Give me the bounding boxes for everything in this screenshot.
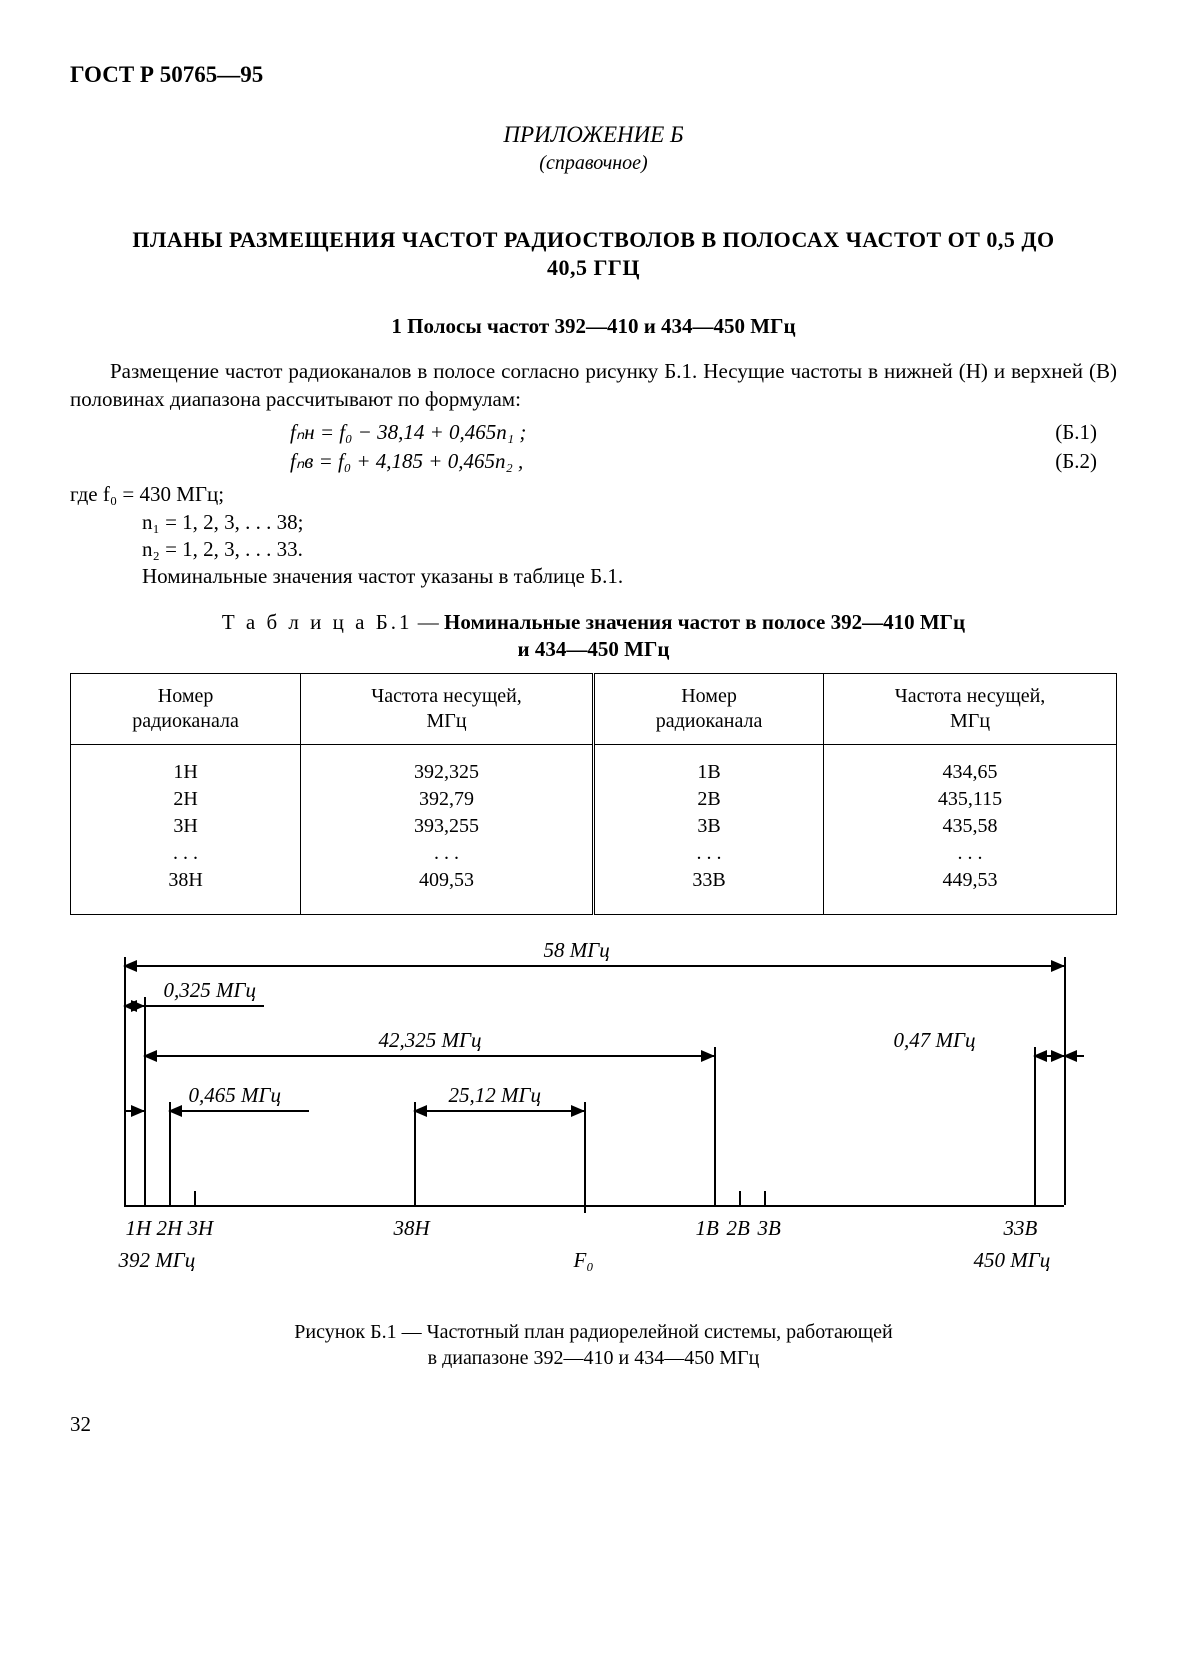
c2-v4: 409,53 bbox=[309, 867, 584, 894]
label-left-freq: 392 МГц bbox=[119, 1247, 196, 1274]
diagram-label: 58 МГц bbox=[544, 937, 610, 964]
where-line-1: где f₀ = 430 МГц; bbox=[70, 481, 1117, 508]
where-line-2: n₁ = 1, 2, 3, . . . 38; bbox=[70, 509, 1117, 536]
cell-col3: 1В 2В 3В . . . 33В bbox=[593, 745, 823, 915]
paragraph-intro: Размещение частот радиоканалов в полосе … bbox=[70, 358, 1117, 413]
c2-v3: . . . bbox=[309, 840, 584, 867]
label-0325: 0,325 МГц bbox=[164, 977, 256, 1004]
label-0465: 0,465 МГц bbox=[189, 1082, 281, 1109]
c3-v4: 33В bbox=[603, 867, 815, 894]
formula-2: fₙв = f₀ + 4,185 + 0,465n₂ , bbox=[290, 448, 523, 475]
c3-v0: 1В bbox=[603, 759, 815, 786]
cell-col1: 1Н 2Н 3Н . . . 38Н bbox=[71, 745, 301, 915]
section-num: 1 bbox=[391, 314, 402, 338]
fig-caption-line1: Рисунок Б.1 — Частотный план радиорелейн… bbox=[294, 1321, 893, 1343]
table-caption: Т а б л и ц а Б.1 — Номинальные значения… bbox=[70, 609, 1117, 664]
table-row: 1Н 2Н 3Н . . . 38Н 392,325 392,79 393,25… bbox=[71, 745, 1117, 915]
label-right-freq: 450 МГц bbox=[974, 1247, 1051, 1274]
section-title: 1 Полосы частот 392—410 и 434—450 МГц bbox=[70, 313, 1117, 340]
c1-v3: . . . bbox=[79, 840, 292, 867]
formula-1-num: (Б.1) bbox=[1055, 419, 1097, 446]
c4-v1: 435,115 bbox=[832, 786, 1108, 813]
c4-v0: 434,65 bbox=[832, 759, 1108, 786]
c4-v2: 435,58 bbox=[832, 813, 1108, 840]
c2-v1: 392,79 bbox=[309, 786, 584, 813]
table-caption-title2: и 434—450 МГц bbox=[518, 637, 670, 661]
c3-v2: 3В bbox=[603, 813, 815, 840]
label-3H: 3Н bbox=[188, 1215, 214, 1242]
cell-col2: 392,325 392,79 393,255 . . . 409,53 bbox=[301, 745, 594, 915]
c1-v2: 3Н bbox=[79, 813, 292, 840]
label-1B: 1В bbox=[696, 1215, 719, 1242]
c3-v1: 2В bbox=[603, 786, 815, 813]
c1-v0: 1Н bbox=[79, 759, 292, 786]
formula-row-2: fₙв = f₀ + 4,185 + 0,465n₂ , (Б.2) bbox=[70, 448, 1117, 475]
gost-header: ГОСТ Р 50765—95 bbox=[70, 60, 1117, 90]
c3-v3: . . . bbox=[603, 840, 815, 867]
table-caption-title1: Номинальные значения частот в полосе 392… bbox=[444, 610, 965, 634]
th-col2: Частота несущей,МГц bbox=[301, 674, 594, 745]
c4-v4: 449,53 bbox=[832, 867, 1108, 894]
figure-caption: Рисунок Б.1 — Частотный план радиорелейн… bbox=[70, 1319, 1117, 1371]
appendix-subtitle: (справочное) bbox=[70, 150, 1117, 176]
label-38H: 38Н bbox=[394, 1215, 430, 1242]
frequency-table: Номеррадиоканала Частота несущей,МГц Ном… bbox=[70, 673, 1117, 915]
c2-v2: 393,255 bbox=[309, 813, 584, 840]
label-f0: F₀ bbox=[574, 1247, 594, 1274]
fig-caption-line2: в диапазоне 392—410 и 434—450 МГц bbox=[428, 1347, 760, 1369]
appendix-title: ПРИЛОЖЕНИЕ Б bbox=[70, 120, 1117, 150]
table-caption-dash: — bbox=[418, 610, 444, 634]
label-1H: 1Н bbox=[126, 1215, 152, 1242]
th-col3: Номеррадиоканала bbox=[593, 674, 823, 745]
label-2H: 2Н bbox=[157, 1215, 183, 1242]
formula-2-num: (Б.2) bbox=[1055, 448, 1097, 475]
formula-row-1: fₙн = f₀ − 38,14 + 0,465n₁ ; (Б.1) bbox=[70, 419, 1117, 446]
section-text: Полосы частот 392—410 и 434—450 МГц bbox=[407, 314, 795, 338]
th-col4: Частота несущей,МГц bbox=[824, 674, 1117, 745]
diagram-label: 25,12 МГц bbox=[449, 1082, 541, 1109]
label-3B: 3В bbox=[758, 1215, 781, 1242]
c2-v0: 392,325 bbox=[309, 759, 584, 786]
c1-v4: 38Н bbox=[79, 867, 292, 894]
where-block: где f₀ = 430 МГц; n₁ = 1, 2, 3, . . . 38… bbox=[70, 481, 1117, 590]
page-number: 32 bbox=[70, 1411, 1117, 1438]
th-col1: Номеррадиоканала bbox=[71, 674, 301, 745]
label-33B: 33В bbox=[1004, 1215, 1038, 1242]
where-line-4: Номинальные значения частот указаны в та… bbox=[70, 563, 1117, 590]
frequency-diagram: 58 МГц0,325 МГц42,325 МГц0,47 МГц0,465 М… bbox=[94, 945, 1094, 1305]
c4-v3: . . . bbox=[832, 840, 1108, 867]
formula-1: fₙн = f₀ − 38,14 + 0,465n₁ ; bbox=[290, 419, 526, 446]
diagram-label: 42,325 МГц bbox=[379, 1027, 482, 1054]
label-047: 0,47 МГц bbox=[894, 1027, 976, 1054]
cell-col4: 434,65 435,115 435,58 . . . 449,53 bbox=[824, 745, 1117, 915]
table-caption-lead: Т а б л и ц а Б.1 bbox=[222, 610, 413, 634]
main-title: ПЛАНЫ РАЗМЕЩЕНИЯ ЧАСТОТ РАДИОСТВОЛОВ В П… bbox=[110, 226, 1077, 283]
label-2B: 2В bbox=[727, 1215, 750, 1242]
table-header-row: Номеррадиоканала Частота несущей,МГц Ном… bbox=[71, 674, 1117, 745]
c1-v1: 2Н bbox=[79, 786, 292, 813]
where-line-3: n₂ = 1, 2, 3, . . . 33. bbox=[70, 536, 1117, 563]
